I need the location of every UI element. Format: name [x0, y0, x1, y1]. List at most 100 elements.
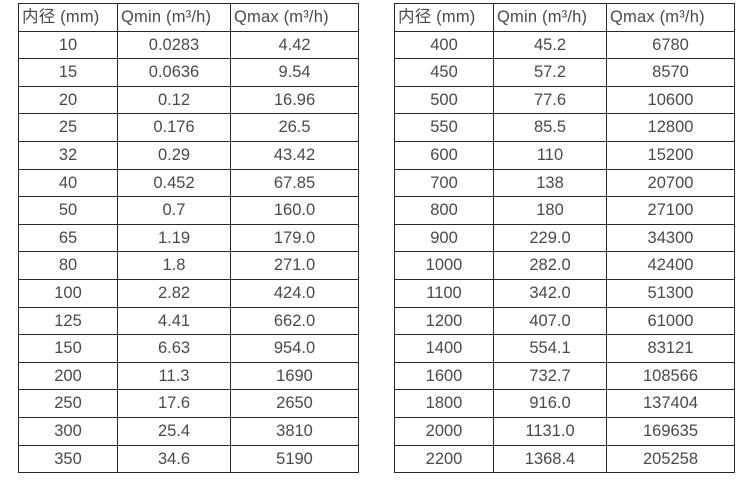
column-header-qmin: Qmin (m³/h): [493, 3, 607, 32]
table-cell: 554.1: [493, 334, 607, 363]
table-cell: 0.12: [117, 85, 231, 115]
table-cell: 125: [18, 306, 118, 336]
table-cell: 85.5: [493, 113, 607, 142]
table-cell: 25.4: [117, 416, 231, 446]
table-body: 400 45.2 6780 450 57.2 8570 500 77.6 10600 550 85.…: [394, 30, 735, 474]
table-cell: 4.42: [230, 30, 359, 60]
table-cell: 65: [18, 223, 118, 253]
table-cell: 0.0283: [117, 30, 231, 60]
table-cell: 407.0: [493, 306, 607, 336]
table-row: 80 1.8 271.0: [18, 251, 359, 280]
table-cell: 2650: [230, 389, 359, 418]
table-cell: 229.0: [493, 223, 607, 253]
table-cell: 108566: [606, 361, 735, 391]
tables-wrap: 内径 (mm) Qmin (m³/h) Qmax (m³/h) 10 0.0283…: [18, 3, 735, 474]
table-cell: 550: [394, 113, 494, 142]
table-cell: 34300: [606, 223, 735, 253]
table-cell: 179.0: [230, 223, 359, 253]
flow-rate-table-large-diameters: 内径 (mm) Qmin (m³/h) Qmax (m³/h) 400 45.2 6…: [394, 3, 735, 474]
table-cell: 11.3: [117, 361, 231, 391]
table-row: 100 2.82 424.0: [18, 278, 359, 308]
table-row: 2000 1131.0 169635: [394, 416, 735, 446]
table-cell: 800: [394, 196, 494, 225]
table-cell: 662.0: [230, 306, 359, 336]
table-cell: 61000: [606, 306, 735, 336]
table-cell: 1.8: [117, 251, 231, 280]
table-cell: 5190: [230, 444, 359, 474]
table-cell: 271.0: [230, 251, 359, 280]
table-cell: 3810: [230, 416, 359, 446]
table-cell: 83121: [606, 334, 735, 363]
table-row: 25 0.176 26.5: [18, 113, 359, 142]
table-cell: 1400: [394, 334, 494, 363]
table-cell: 350: [18, 444, 118, 474]
flow-rate-table-small-diameters: 内径 (mm) Qmin (m³/h) Qmax (m³/h) 10 0.0283…: [18, 3, 359, 474]
table-row: 550 85.5 12800: [394, 113, 735, 142]
table-cell: 20700: [606, 168, 735, 198]
table-row: 500 77.6 10600: [394, 85, 735, 115]
table-cell: 12800: [606, 113, 735, 142]
table-row: 450 57.2 8570: [394, 58, 735, 87]
table-row: 50 0.7 160.0: [18, 196, 359, 225]
table-cell: 1600: [394, 361, 494, 391]
table-cell: 150: [18, 334, 118, 363]
table-row: 1400 554.1 83121: [394, 334, 735, 363]
table-cell: 0.176: [117, 113, 231, 142]
table-cell: 16.96: [230, 85, 359, 115]
table-row: 200 11.3 1690: [18, 361, 359, 391]
table-row: 250 17.6 2650: [18, 389, 359, 418]
table-cell: 500: [394, 85, 494, 115]
table-cell: 0.452: [117, 168, 231, 198]
table-cell: 45.2: [493, 30, 607, 60]
table-cell: 954.0: [230, 334, 359, 363]
table-cell: 160.0: [230, 196, 359, 225]
table-cell: 50: [18, 196, 118, 225]
table-row: 32 0.29 43.42: [18, 140, 359, 170]
table-row: 10 0.0283 4.42: [18, 30, 359, 60]
table-cell: 1200: [394, 306, 494, 336]
table-row: 2200 1368.4 205258: [394, 444, 735, 474]
table-cell: 17.6: [117, 389, 231, 418]
table-cell: 700: [394, 168, 494, 198]
table-cell: 51300: [606, 278, 735, 308]
table-row: 300 25.4 3810: [18, 416, 359, 446]
table-cell: 20: [18, 85, 118, 115]
table-row: 350 34.6 5190: [18, 444, 359, 474]
table-cell: 1131.0: [493, 416, 607, 446]
table-cell: 282.0: [493, 251, 607, 280]
table-cell: 1800: [394, 389, 494, 418]
table-cell: 600: [394, 140, 494, 170]
table-row: 15 0.0636 9.54: [18, 58, 359, 87]
table-cell: 10: [18, 30, 118, 60]
table-cell: 180: [493, 196, 607, 225]
table-cell: 205258: [606, 444, 735, 474]
table-cell: 110: [493, 140, 607, 170]
table-row: 40 0.452 67.85: [18, 168, 359, 198]
column-header-diameter: 内径 (mm): [394, 3, 494, 32]
table-cell: 67.85: [230, 168, 359, 198]
table-cell: 200: [18, 361, 118, 391]
table-cell: 250: [18, 389, 118, 418]
table-cell: 27100: [606, 196, 735, 225]
table-cell: 4.41: [117, 306, 231, 336]
table-cell: 32: [18, 140, 118, 170]
table-row: 400 45.2 6780: [394, 30, 735, 60]
table-row: 800 180 27100: [394, 196, 735, 225]
table-cell: 424.0: [230, 278, 359, 308]
column-header-qmax: Qmax (m³/h): [230, 3, 359, 32]
header-row: 内径 (mm) Qmin (m³/h) Qmax (m³/h): [18, 3, 359, 32]
table-cell: 8570: [606, 58, 735, 87]
table-cell: 2000: [394, 416, 494, 446]
table-cell: 57.2: [493, 58, 607, 87]
table-row: 125 4.41 662.0: [18, 306, 359, 336]
table-row: 1600 732.7 108566: [394, 361, 735, 391]
table-cell: 900: [394, 223, 494, 253]
table-cell: 0.0636: [117, 58, 231, 87]
table-cell: 42400: [606, 251, 735, 280]
table-cell: 40: [18, 168, 118, 198]
table-body: 10 0.0283 4.42 15 0.0636 9.54 20 0.12 16.96 25 0.1…: [18, 30, 359, 474]
table-cell: 100: [18, 278, 118, 308]
column-header-qmax: Qmax (m³/h): [606, 3, 735, 32]
table-cell: 34.6: [117, 444, 231, 474]
